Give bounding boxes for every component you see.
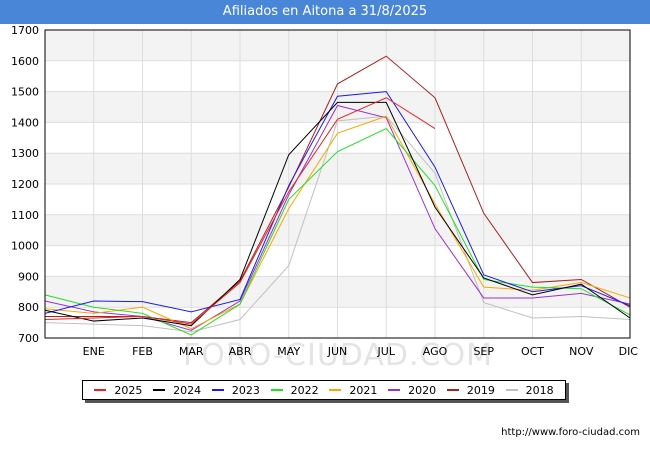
x-tick-label: NOV bbox=[569, 345, 594, 358]
series-line-2025 bbox=[44, 97, 436, 325]
legend-item-2021: 2021 bbox=[329, 384, 377, 397]
legend-label: 2023 bbox=[231, 383, 260, 397]
legend-label: 2018 bbox=[525, 383, 554, 397]
y-tick-label: 1400 bbox=[11, 116, 39, 129]
legend-label: 2021 bbox=[349, 383, 378, 397]
series-line-2021 bbox=[44, 115, 631, 330]
x-tick-label: OCT bbox=[521, 345, 544, 358]
legend-swatch bbox=[270, 389, 283, 391]
legend-label: 2020 bbox=[408, 383, 437, 397]
title-bar: Afiliados en Aitona a 31/8/2025 bbox=[0, 0, 650, 24]
plot-frame bbox=[44, 29, 631, 339]
y-tick-label: 1200 bbox=[11, 178, 39, 191]
chart-title: Afiliados en Aitona a 31/8/2025 bbox=[222, 4, 428, 19]
x-tick-label: JUL bbox=[377, 345, 396, 358]
y-tick-label: 700 bbox=[18, 332, 39, 345]
y-tick-label: 900 bbox=[18, 270, 39, 283]
legend-swatch bbox=[505, 389, 518, 391]
y-tick-label: 1100 bbox=[11, 209, 39, 222]
y-tick-label: 1000 bbox=[11, 240, 39, 253]
series-line-2022 bbox=[44, 127, 631, 336]
legend-label: 2024 bbox=[173, 383, 202, 397]
y-tick-labels: 700 800 900 1000 1100 1200 1300 1400 1500 1600 170… bbox=[11, 24, 39, 345]
x-tick-label: FEB bbox=[132, 345, 153, 358]
series-line-2018 bbox=[44, 115, 631, 333]
legend-item-2022: 2022 bbox=[270, 383, 319, 397]
legend-swatch bbox=[388, 389, 401, 391]
legend-item-2020: 2020 bbox=[388, 384, 436, 397]
legend-label: 2022 bbox=[290, 383, 319, 397]
legend-label: 2019 bbox=[466, 383, 495, 397]
legend-swatch bbox=[153, 389, 166, 391]
legend-item-2018: 2018 bbox=[505, 383, 554, 397]
legend-item-2025: 2025 bbox=[94, 384, 142, 397]
x-tick-label: AGO bbox=[423, 345, 448, 358]
y-tick-label: 1700 bbox=[11, 24, 39, 37]
y-tick-label: 800 bbox=[18, 301, 39, 314]
source-credit: http://www.foro-ciudad.com bbox=[501, 427, 640, 438]
x-tick-label: MAR bbox=[179, 345, 204, 358]
x-tick-label: SEP bbox=[473, 345, 494, 358]
x-tick-label: JUN bbox=[327, 345, 348, 358]
y-tick-label: 1500 bbox=[11, 86, 39, 99]
legend-label: 2025 bbox=[114, 383, 143, 397]
x-tick-label: MAY bbox=[277, 345, 300, 358]
y-tick-label: 1300 bbox=[11, 147, 39, 160]
legend: 2025 2024 2023 2022 2021 2020 2019 2018 bbox=[82, 380, 566, 400]
legend-swatch bbox=[329, 389, 342, 391]
legend-item-2023: 2023 bbox=[211, 383, 260, 397]
legend-swatch bbox=[446, 389, 459, 391]
legend-item-2024: 2024 bbox=[153, 384, 201, 397]
legend-swatch bbox=[211, 389, 224, 391]
y-tick-label: 1600 bbox=[11, 55, 39, 68]
x-tick-label: ABR bbox=[229, 345, 252, 358]
series-lines bbox=[44, 55, 631, 336]
series-line-2024 bbox=[44, 101, 631, 327]
x-tick-label: ENE bbox=[83, 345, 105, 358]
x-tick-label: DIC bbox=[619, 345, 639, 358]
legend-swatch bbox=[94, 389, 107, 391]
legend-item-2019: 2019 bbox=[446, 383, 495, 397]
watermark: FORO-CIUDAD.COM bbox=[183, 338, 493, 373]
series-line-2023 bbox=[44, 91, 631, 314]
x-tick-labels: ENE FEB MAR ABR MAY JUN JUL AGO SEP OCT NOV DIC bbox=[83, 345, 639, 358]
